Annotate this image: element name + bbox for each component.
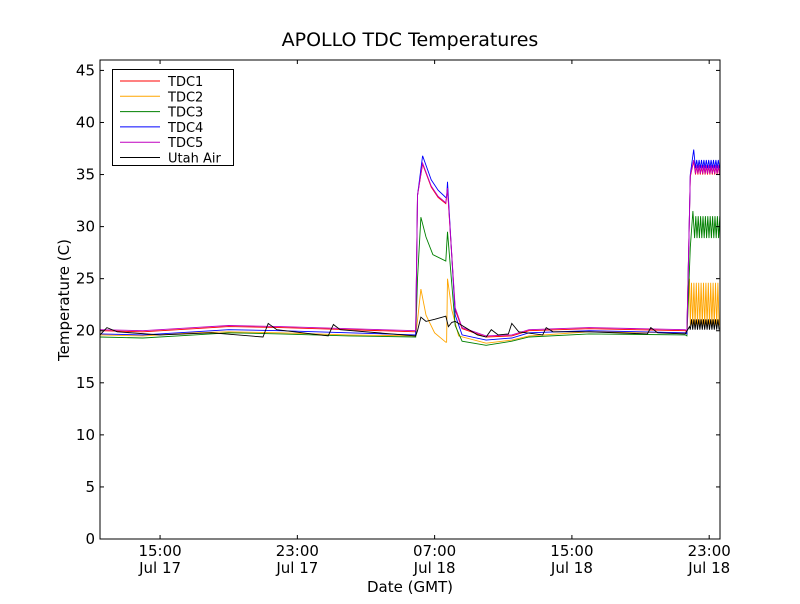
x-tick-label-date: Jul 18 [687,559,730,577]
legend-label: TDC5 [167,136,203,151]
x-axis-label: Date (GMT) [367,578,453,596]
legend-label: TDC3 [167,106,203,121]
series-line-tdc2 [100,278,720,344]
y-tick-label: 30 [76,218,95,236]
x-tick-label-time: 07:00 [413,542,456,560]
legend-label: TDC2 [167,90,203,105]
x-tick-label-time: 15:00 [550,542,593,560]
series-line-tdc5 [100,159,720,337]
y-tick-label: 45 [76,61,95,79]
legend-label: TDC1 [167,75,203,90]
series-line-tdc1 [100,160,720,338]
y-tick-label: 20 [76,322,95,340]
y-tick-label: 0 [85,530,95,548]
x-tick-label-date: Jul 18 [550,559,593,577]
y-axis-label: Temperature (C) [55,239,73,362]
legend-box [112,69,234,166]
legend-label: Utah Air [168,152,221,167]
x-tick-label-date: Jul 17 [138,559,181,577]
x-tick-label-date: Jul 18 [413,559,456,577]
x-tick-label-time: 23:00 [688,542,731,560]
y-tick-label: 15 [76,374,95,392]
plot-frame [99,59,721,540]
series-line-tdc4 [100,149,720,341]
y-tick-label: 40 [76,113,95,131]
y-tick-label: 35 [76,166,95,184]
y-tick-label: 10 [76,426,95,444]
y-tick-label: 5 [85,478,95,496]
series-layer [100,149,720,346]
series-line-utah-air [100,315,720,338]
y-tick-label: 25 [76,270,95,288]
x-tick-label-time: 23:00 [276,542,319,560]
x-tick-label-time: 15:00 [138,542,181,560]
series-line-tdc3 [100,210,720,346]
chart-title: APOLLO TDC Temperatures [282,29,539,51]
x-tick-label-date: Jul 17 [275,559,318,577]
legend-label: TDC4 [167,121,203,136]
